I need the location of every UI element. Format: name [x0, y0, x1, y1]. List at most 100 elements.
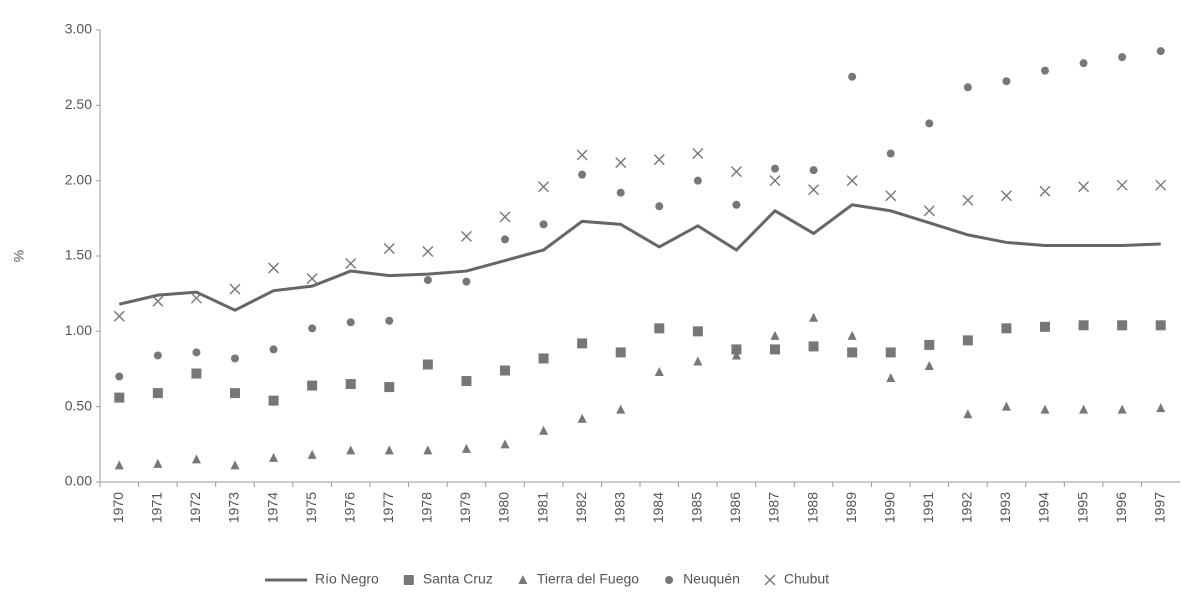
marker-circle	[231, 354, 239, 363]
x-tick-label: 1997	[1151, 492, 1167, 523]
x-tick-label: 1971	[149, 492, 165, 523]
x-tick-label: 1980	[496, 492, 512, 523]
marker-x	[422, 245, 434, 257]
marker-circle	[1002, 77, 1011, 86]
marker-square	[885, 347, 896, 358]
marker-x	[190, 292, 202, 304]
legend-label: Neuquén	[683, 571, 740, 587]
x-tick-label: 1984	[650, 492, 666, 523]
marker-square	[384, 382, 395, 393]
x-tick-label: 1973	[226, 492, 242, 523]
marker-circle	[423, 276, 432, 285]
marker-x	[769, 175, 781, 187]
marker-x	[923, 205, 935, 217]
marker-square	[403, 575, 414, 585]
y-tick-label: 0.50	[65, 397, 92, 413]
marker-triangle	[518, 575, 528, 584]
marker-triangle	[423, 445, 433, 455]
marker-triangle	[307, 449, 317, 459]
marker-square	[461, 376, 472, 387]
marker-triangle	[654, 367, 664, 377]
marker-x	[460, 230, 472, 242]
x-tick-label: 1974	[264, 492, 280, 523]
x-tick-label: 1978	[419, 492, 435, 523]
x-tick-label: 1982	[573, 492, 589, 523]
marker-x	[152, 295, 164, 307]
marker-square	[924, 339, 935, 350]
marker-circle	[1041, 66, 1049, 75]
marker-x	[1116, 179, 1128, 191]
marker-x	[615, 157, 627, 169]
marker-circle	[308, 324, 317, 333]
marker-square	[268, 395, 279, 406]
marker-square	[1117, 320, 1128, 331]
x-tick-label: 1992	[959, 492, 975, 523]
marker-x	[1039, 185, 1051, 197]
marker-square	[152, 388, 163, 399]
marker-triangle	[539, 425, 549, 435]
marker-triangle	[500, 439, 510, 449]
marker-circle	[655, 202, 664, 211]
x-tick-label: 1991	[920, 492, 936, 523]
x-tick-label: 1972	[187, 492, 203, 523]
marker-square	[230, 388, 240, 399]
marker-circle	[501, 235, 509, 244]
y-tick-label: 0.00	[65, 473, 92, 489]
marker-square	[692, 326, 703, 337]
marker-square	[577, 338, 588, 349]
marker-triangle	[384, 445, 394, 455]
marker-square	[114, 392, 125, 403]
marker-square	[1040, 321, 1050, 332]
marker-square	[731, 344, 742, 355]
marker-circle	[269, 345, 278, 354]
line-series	[118, 203, 1161, 312]
marker-circle	[693, 176, 702, 185]
marker-triangle	[1001, 401, 1011, 411]
marker-circle	[385, 316, 394, 325]
legend-label: Tierra del Fuego	[537, 571, 639, 587]
y-axis-label: %	[11, 250, 27, 262]
marker-x	[962, 194, 974, 206]
marker-square	[654, 323, 665, 334]
y-tick-label: 2.50	[65, 96, 92, 112]
x-tick-label: 1976	[341, 492, 357, 523]
y-tick-label: 1.00	[65, 322, 92, 338]
marker-x	[576, 149, 588, 161]
marker-triangle	[616, 404, 626, 414]
marker-circle	[1079, 59, 1088, 68]
legend-label: Santa Cruz	[423, 571, 493, 587]
marker-x	[1000, 190, 1012, 202]
marker-triangle	[577, 413, 587, 423]
marker-triangle	[847, 330, 857, 340]
marker-x	[764, 574, 776, 586]
marker-x	[1078, 181, 1090, 193]
marker-triangle	[461, 443, 471, 453]
x-tick-label: 1989	[843, 492, 859, 523]
x-tick-label: 1995	[1074, 492, 1090, 523]
marker-square	[422, 359, 433, 370]
marker-circle	[616, 188, 625, 197]
legend-label: Chubut	[784, 571, 829, 587]
marker-square	[538, 353, 549, 364]
marker-triangle	[693, 356, 703, 366]
marker-triangle	[809, 312, 819, 322]
marker-circle	[809, 166, 818, 175]
marker-x	[808, 184, 820, 196]
marker-square	[191, 368, 202, 379]
marker-x	[268, 262, 280, 274]
marker-x	[306, 273, 318, 285]
marker-circle	[578, 170, 587, 179]
x-tick-label: 1981	[534, 492, 550, 523]
y-tick-label: 3.00	[65, 21, 92, 37]
y-tick-label: 1.50	[65, 247, 92, 263]
marker-x	[692, 148, 704, 160]
marker-x	[229, 283, 241, 295]
marker-x	[345, 258, 357, 270]
y-tick-label: 2.00	[65, 171, 92, 187]
marker-triangle	[191, 454, 201, 464]
marker-circle	[1118, 53, 1127, 62]
marker-triangle	[1040, 404, 1050, 414]
marker-x	[885, 190, 897, 202]
